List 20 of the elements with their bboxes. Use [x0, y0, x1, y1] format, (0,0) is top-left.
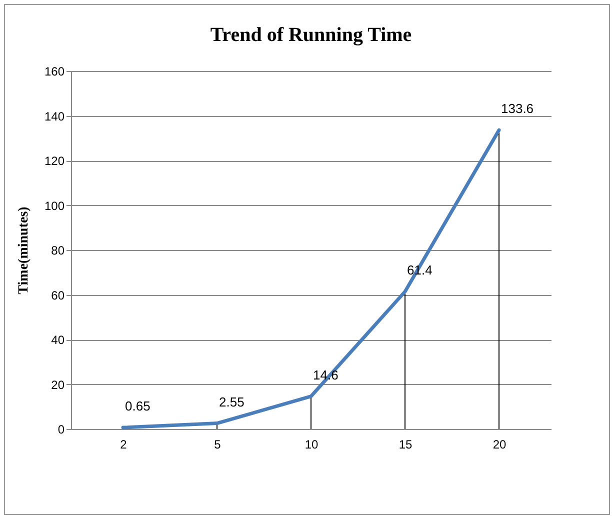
- y-tick-label: 60: [51, 288, 65, 302]
- line-series: [121, 128, 501, 430]
- x-tick-label: 15: [398, 438, 412, 452]
- y-tick-label: 160: [44, 64, 65, 78]
- data-label: 133.6: [501, 101, 534, 116]
- x-tick-label: 20: [492, 438, 506, 452]
- y-tick-label: 20: [51, 378, 65, 392]
- x-tick-label: 2: [120, 438, 128, 452]
- y-tick-label: 0: [58, 422, 65, 436]
- y-tick-label: 80: [51, 244, 65, 258]
- y-tick-label: 140: [44, 109, 65, 124]
- y-tick-label: 100: [44, 198, 65, 213]
- chart-title: Trend of Running Time: [210, 24, 412, 46]
- data-label: 0.65: [125, 398, 150, 414]
- y-tick-label: 120: [44, 154, 65, 168]
- y-axis-title: Time(minutes): [16, 206, 32, 294]
- data-label: 2.55: [219, 394, 244, 410]
- x-tick-label: 10: [304, 438, 318, 452]
- y-tick-label: 40: [51, 333, 65, 347]
- x-tick-label: 5: [214, 438, 222, 452]
